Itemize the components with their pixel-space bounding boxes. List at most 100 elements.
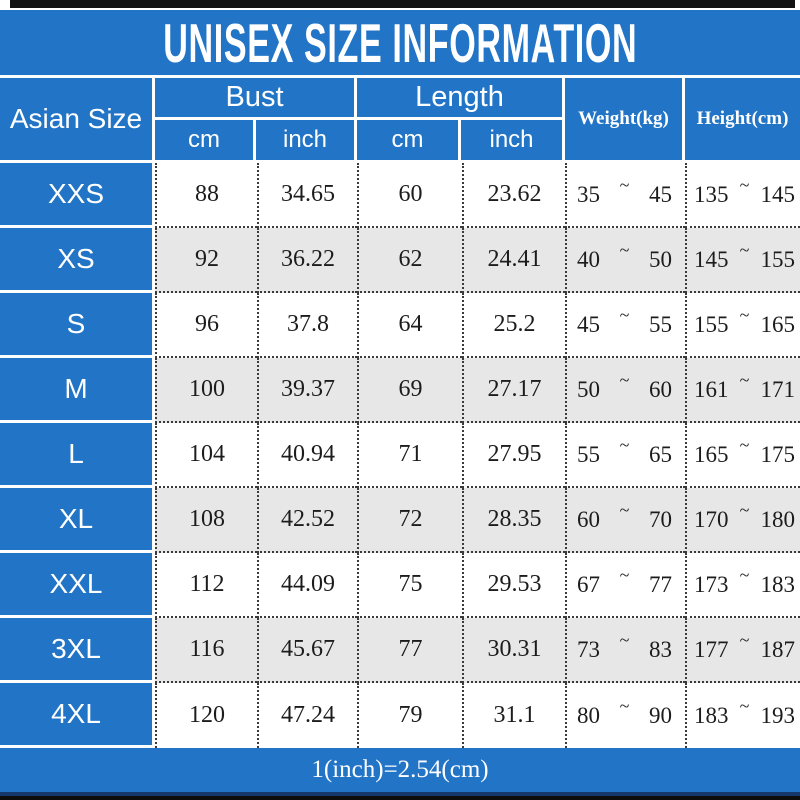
height-min: 165 xyxy=(694,441,729,467)
size-label: XXS xyxy=(0,163,155,228)
weight-max: 65 xyxy=(649,441,672,467)
bust-cm-value: 120 xyxy=(155,683,257,748)
size-label: M xyxy=(0,358,155,423)
length-inch-value: 28.35 xyxy=(462,488,565,553)
length-inch-value: 27.17 xyxy=(462,358,565,423)
length-cm-value: 71 xyxy=(357,423,462,488)
size-label: S xyxy=(0,293,155,358)
bust-inch-value: 40.94 xyxy=(257,423,357,488)
length-inch-value: 24.41 xyxy=(462,228,565,293)
bust-inch-value: 37.8 xyxy=(257,293,357,358)
height-min: 161 xyxy=(694,376,729,402)
page-title: UNISEX SIZE INFORMATION xyxy=(162,11,637,74)
height-max: 171 xyxy=(760,376,796,402)
tilde-symbol: ~ xyxy=(619,175,630,195)
header-bust-cm: cm xyxy=(155,120,256,160)
height-min: 177 xyxy=(694,636,729,662)
weight-min: 55 xyxy=(577,441,600,467)
length-cm-value: 79 xyxy=(357,683,462,748)
length-cm-value: 69 xyxy=(357,358,462,423)
tilde-symbol: ~ xyxy=(619,305,630,325)
height-min: 145 xyxy=(694,246,729,272)
top-gap xyxy=(0,8,800,10)
weight-max: 90 xyxy=(649,702,672,728)
weight-min: 40 xyxy=(577,246,600,272)
height-max: 145 xyxy=(760,181,796,207)
tilde-symbol: ~ xyxy=(739,500,750,520)
table-row-xs: XS 92 36.22 62 24.41 40 ~ 50 145 ~ 155 xyxy=(0,228,800,293)
length-cm-value: 64 xyxy=(357,293,462,358)
header-height: Height(cm) xyxy=(685,78,800,160)
weight-range: 80 ~ 90 xyxy=(565,683,685,748)
header-length: Length xyxy=(357,78,562,120)
weight-min: 67 xyxy=(577,571,600,597)
weight-range: 40 ~ 50 xyxy=(565,228,685,293)
header-weight: Weight(kg) xyxy=(565,78,685,160)
tilde-symbol: ~ xyxy=(739,696,750,716)
header-length-group: Length cm inch xyxy=(357,78,565,160)
weight-max: 45 xyxy=(649,181,672,207)
height-range: 177 ~ 187 xyxy=(685,618,800,683)
weight-range: 60 ~ 70 xyxy=(565,488,685,553)
weight-range: 35 ~ 45 xyxy=(565,163,685,228)
tilde-symbol: ~ xyxy=(619,435,630,455)
bottom-navy-line xyxy=(0,792,800,796)
tilde-symbol: ~ xyxy=(739,240,750,260)
weight-range: 50 ~ 60 xyxy=(565,358,685,423)
title-band: UNISEX SIZE INFORMATION xyxy=(0,10,800,78)
height-min: 173 xyxy=(694,571,729,597)
weight-max: 77 xyxy=(649,571,672,597)
length-inch-value: 23.62 xyxy=(462,163,565,228)
size-label: L xyxy=(0,423,155,488)
bust-cm-value: 92 xyxy=(155,228,257,293)
weight-max: 83 xyxy=(649,636,672,662)
size-label: XL xyxy=(0,488,155,553)
length-cm-value: 72 xyxy=(357,488,462,553)
bust-cm-value: 116 xyxy=(155,618,257,683)
header-length-cm: cm xyxy=(357,120,461,160)
bust-inch-value: 39.37 xyxy=(257,358,357,423)
weight-max: 50 xyxy=(649,246,672,272)
bust-inch-value: 36.22 xyxy=(257,228,357,293)
height-range: 183 ~ 193 xyxy=(685,683,800,748)
weight-min: 50 xyxy=(577,376,600,402)
conversion-note-band: 1(inch)=2.54(cm) xyxy=(0,748,800,792)
height-min: 155 xyxy=(694,311,729,337)
weight-min: 73 xyxy=(577,636,600,662)
weight-range: 55 ~ 65 xyxy=(565,423,685,488)
weight-max: 60 xyxy=(649,376,672,402)
bust-inch-value: 44.09 xyxy=(257,553,357,618)
weight-min: 35 xyxy=(577,181,600,207)
bust-cm-value: 96 xyxy=(155,293,257,358)
height-range: 155 ~ 165 xyxy=(685,293,800,358)
weight-min: 45 xyxy=(577,311,600,337)
table-row-l: L 104 40.94 71 27.95 55 ~ 65 165 ~ 175 xyxy=(0,423,800,488)
table-row-3xl: 3XL 116 45.67 77 30.31 73 ~ 83 177 ~ 187 xyxy=(0,618,800,683)
header-asian-size: Asian Size xyxy=(0,78,155,160)
table-row-xxs: XXS 88 34.65 60 23.62 35 ~ 45 135 ~ 145 xyxy=(0,163,800,228)
weight-range: 45 ~ 55 xyxy=(565,293,685,358)
tilde-symbol: ~ xyxy=(739,370,750,390)
length-inch-value: 27.95 xyxy=(462,423,565,488)
bust-cm-value: 104 xyxy=(155,423,257,488)
weight-min: 60 xyxy=(577,506,600,532)
size-label: XXL xyxy=(0,553,155,618)
header-bust-inch: inch xyxy=(256,120,354,160)
table-row-4xl: 4XL 120 47.24 79 31.1 80 ~ 90 183 ~ 193 xyxy=(0,683,800,748)
bust-inch-value: 45.67 xyxy=(257,618,357,683)
tilde-symbol: ~ xyxy=(739,630,750,650)
length-inch-value: 29.53 xyxy=(462,553,565,618)
height-max: 183 xyxy=(760,571,796,597)
table-row-xxl: XXL 112 44.09 75 29.53 67 ~ 77 173 ~ 183 xyxy=(0,553,800,618)
length-cm-value: 75 xyxy=(357,553,462,618)
height-range: 173 ~ 183 xyxy=(685,553,800,618)
height-range: 170 ~ 180 xyxy=(685,488,800,553)
bust-inch-value: 42.52 xyxy=(257,488,357,553)
weight-max: 70 xyxy=(649,506,672,532)
conversion-note: 1(inch)=2.54(cm) xyxy=(311,756,489,783)
weight-max: 55 xyxy=(649,311,672,337)
table-row-s: S 96 37.8 64 25.2 45 ~ 55 155 ~ 165 xyxy=(0,293,800,358)
tilde-symbol: ~ xyxy=(619,696,630,716)
length-cm-value: 62 xyxy=(357,228,462,293)
